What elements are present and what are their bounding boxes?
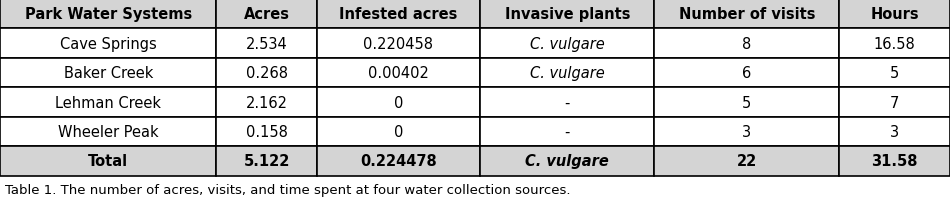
Bar (0, 88, 217, 117)
Bar (316, 146, 481, 176)
Text: Table 1. The number of acres, visits, and time spent at four water collection so: Table 1. The number of acres, visits, an… (5, 183, 570, 196)
Bar (839, 0, 950, 29)
Text: Baker Creek: Baker Creek (64, 66, 153, 81)
Bar (655, 0, 839, 29)
Bar (839, 146, 950, 176)
Text: 3: 3 (890, 124, 899, 139)
Bar (839, 29, 950, 59)
Text: Park Water Systems: Park Water Systems (25, 7, 192, 22)
Text: 31.58: 31.58 (871, 154, 918, 168)
Bar (481, 0, 655, 29)
Bar (0, 59, 217, 88)
Text: 6: 6 (742, 66, 751, 81)
Text: 0: 0 (394, 124, 403, 139)
Text: 8: 8 (742, 37, 751, 51)
Text: 5.122: 5.122 (243, 154, 290, 168)
Bar (839, 117, 950, 146)
Text: 2.534: 2.534 (246, 37, 288, 51)
Bar (316, 0, 481, 29)
Text: C. vulgare: C. vulgare (530, 37, 605, 51)
Bar (0, 29, 217, 59)
Bar (217, 59, 316, 88)
Bar (655, 146, 839, 176)
Text: Wheeler Peak: Wheeler Peak (58, 124, 159, 139)
Text: -: - (564, 95, 570, 110)
Text: Number of visits: Number of visits (678, 7, 815, 22)
Bar (481, 117, 655, 146)
Bar (481, 59, 655, 88)
Bar (0, 146, 217, 176)
Bar (217, 117, 316, 146)
Bar (316, 88, 481, 117)
Text: 22: 22 (736, 154, 757, 168)
Bar (481, 88, 655, 117)
Text: 3: 3 (742, 124, 751, 139)
Bar (217, 88, 316, 117)
Bar (0, 117, 217, 146)
Bar (217, 146, 316, 176)
Text: C. vulgare: C. vulgare (525, 154, 609, 168)
Bar (316, 117, 481, 146)
Text: 0.158: 0.158 (246, 124, 288, 139)
Text: 5: 5 (890, 66, 900, 81)
Text: 0.268: 0.268 (245, 66, 288, 81)
Bar (655, 88, 839, 117)
Text: 16.58: 16.58 (874, 37, 916, 51)
Text: Lehman Creek: Lehman Creek (55, 95, 162, 110)
Bar (839, 88, 950, 117)
Bar (655, 59, 839, 88)
Text: 7: 7 (890, 95, 900, 110)
Text: C. vulgare: C. vulgare (530, 66, 605, 81)
Bar (655, 29, 839, 59)
Text: Hours: Hours (870, 7, 919, 22)
Text: 0.00402: 0.00402 (368, 66, 428, 81)
Bar (316, 29, 481, 59)
Text: 5: 5 (742, 95, 751, 110)
Text: Infested acres: Infested acres (339, 7, 458, 22)
Text: -: - (564, 124, 570, 139)
Text: Acres: Acres (243, 7, 290, 22)
Bar (481, 146, 655, 176)
Bar (481, 29, 655, 59)
Text: 2.162: 2.162 (245, 95, 288, 110)
Bar (655, 117, 839, 146)
Text: Invasive plants: Invasive plants (504, 7, 630, 22)
Text: 0.224478: 0.224478 (360, 154, 437, 168)
Text: Total: Total (88, 154, 128, 168)
Text: 0.220458: 0.220458 (364, 37, 433, 51)
Bar (217, 29, 316, 59)
Text: Cave Springs: Cave Springs (60, 37, 157, 51)
Bar (217, 0, 316, 29)
Bar (839, 59, 950, 88)
Bar (0, 0, 217, 29)
Text: 0: 0 (394, 95, 403, 110)
Bar (316, 59, 481, 88)
